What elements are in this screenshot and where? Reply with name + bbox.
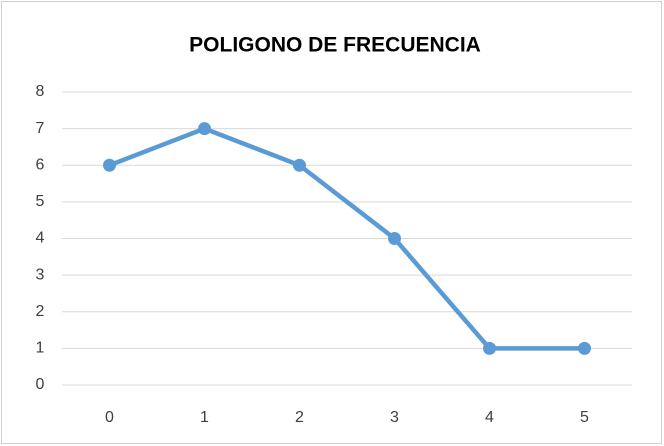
x-tick-label: 0 — [105, 409, 114, 426]
y-tick-label: 4 — [36, 230, 45, 247]
y-tick-label: 0 — [36, 376, 45, 393]
y-tick-label: 5 — [36, 193, 45, 210]
data-point — [483, 341, 496, 355]
x-tick-label: 4 — [485, 409, 494, 426]
y-tick-label: 2 — [36, 303, 45, 320]
y-tick-label: 8 — [36, 83, 45, 100]
x-tick-label: 5 — [580, 409, 589, 426]
y-tick-label: 3 — [36, 266, 45, 283]
data-point — [388, 232, 401, 245]
y-tick-label: 6 — [36, 156, 45, 173]
data-point — [103, 158, 116, 172]
x-tick-label: 3 — [390, 409, 399, 426]
data-point — [198, 122, 211, 136]
chart-title: POLIGONO DE FRECUENCIA — [189, 34, 481, 57]
x-tick-label: 2 — [295, 409, 304, 426]
x-tick-label: 1 — [200, 409, 209, 426]
data-point — [578, 341, 591, 355]
data-point — [293, 158, 306, 172]
data-line — [107, 126, 587, 351]
y-tick-label: 1 — [36, 340, 45, 357]
y-tick-label: 7 — [36, 120, 45, 137]
